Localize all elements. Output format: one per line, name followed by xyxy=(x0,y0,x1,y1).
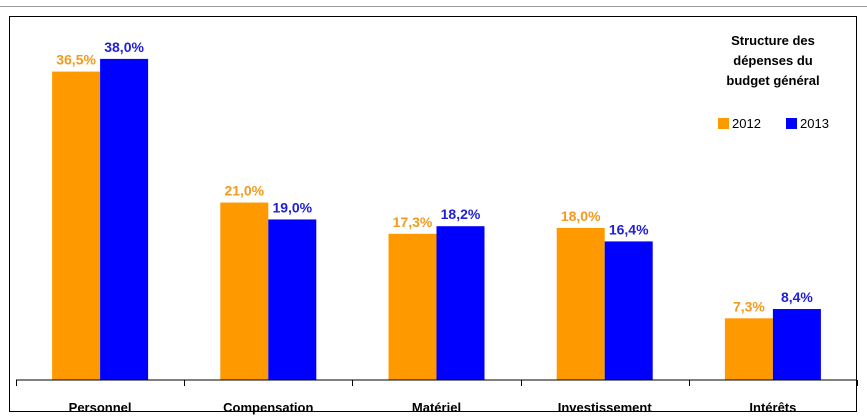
data-label-2013: 38,0% xyxy=(104,39,144,55)
chart-title-line: dépenses du xyxy=(733,53,813,68)
bar-2012 xyxy=(52,71,101,380)
bars xyxy=(52,58,821,381)
bar-2013 xyxy=(604,241,653,380)
data-label-2013: 18,2% xyxy=(441,206,481,222)
legend: 2012 2013 xyxy=(718,116,829,131)
bar-2012 xyxy=(724,318,773,380)
bar-2013 xyxy=(436,226,485,380)
chart-title: Structure des dépenses du budget général xyxy=(726,33,819,88)
chart-frame xyxy=(9,16,857,412)
data-label-2012: 36,5% xyxy=(56,52,96,68)
data-label-2013: 16,4% xyxy=(609,221,649,237)
category-label: Intérêts xyxy=(749,400,796,415)
data-label-2012: 17,3% xyxy=(393,214,433,230)
chart-title-line: budget général xyxy=(726,73,819,88)
bar-2013 xyxy=(268,219,317,380)
data-label-2013: 8,4% xyxy=(781,289,813,305)
legend-swatch-2013 xyxy=(786,118,797,129)
category-label: Matériel xyxy=(412,400,461,415)
category-label: Investissement xyxy=(558,400,653,415)
category-labels: Personnel Compensation Matériel Investissem… xyxy=(69,400,797,415)
data-label-2012: 21,0% xyxy=(224,183,264,199)
chart-title-line: Structure des xyxy=(731,33,815,48)
bar-2013 xyxy=(100,58,149,381)
bar-labels: 36,5% 38,0% 21,0% 19,0% 17,3% 18,2% 18,0% 16,4%… xyxy=(56,39,813,314)
header-strip xyxy=(0,0,867,10)
legend-label-2013: 2013 xyxy=(800,116,829,131)
header-rule xyxy=(0,6,867,7)
data-label-2012: 18,0% xyxy=(561,208,601,224)
legend-label-2012: 2012 xyxy=(732,116,761,131)
category-label: Compensation xyxy=(223,400,313,415)
bar-2012 xyxy=(556,227,605,380)
legend-swatch-2012 xyxy=(718,118,729,129)
x-axis xyxy=(16,379,858,386)
data-label-2012: 7,3% xyxy=(733,298,765,314)
data-label-2013: 19,0% xyxy=(272,199,312,215)
bar-2013 xyxy=(772,309,821,380)
bar-2012 xyxy=(220,202,269,380)
category-label: Personnel xyxy=(69,400,132,415)
bar-2012 xyxy=(388,233,437,380)
